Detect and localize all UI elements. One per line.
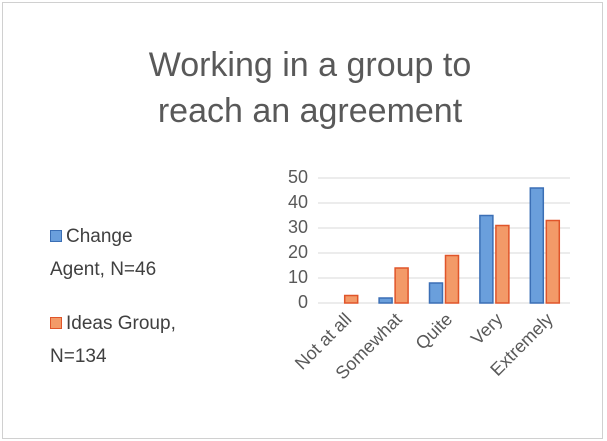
legend-swatch — [50, 230, 62, 242]
y-tick-label: 20 — [288, 242, 308, 262]
x-tick-label: Very — [467, 309, 507, 349]
bar — [545, 219, 561, 304]
y-tick-label: 40 — [288, 192, 308, 212]
bar — [378, 297, 393, 304]
y-tick-label: 30 — [288, 217, 308, 237]
bar — [529, 187, 545, 304]
y-tick-label: 50 — [288, 167, 308, 187]
bar — [495, 224, 510, 304]
legend-label: Change Agent, N=46 — [50, 226, 157, 280]
legend-entry: Ideas Group, N=134 — [50, 307, 190, 373]
bar — [444, 254, 460, 304]
bar — [479, 214, 494, 304]
legend-label: Ideas Group, N=134 — [50, 313, 176, 367]
chart-title: Working in a group to reach an agreement — [148, 46, 472, 130]
legend-swatch — [50, 317, 62, 329]
y-tick-label: 0 — [298, 292, 308, 312]
bar — [394, 267, 409, 304]
bar — [428, 282, 444, 304]
x-tick-label: Quite — [412, 309, 457, 354]
y-tick-label: 10 — [288, 267, 308, 287]
bar — [343, 294, 359, 304]
legend-entry: Change Agent, N=46 — [50, 220, 190, 286]
